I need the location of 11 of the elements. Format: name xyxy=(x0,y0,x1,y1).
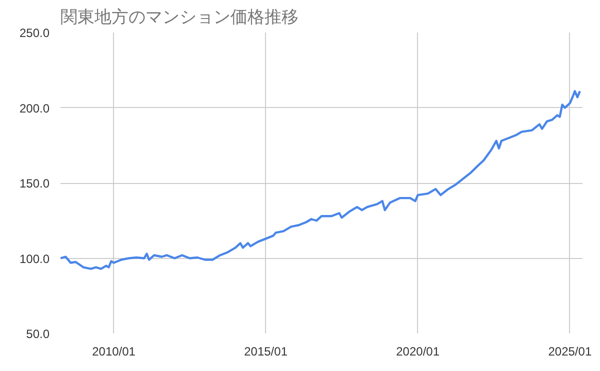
y-tick-label: 100.0 xyxy=(19,252,50,266)
y-tick-label: 250.0 xyxy=(19,26,50,40)
x-tick-label: 2015/01 xyxy=(244,344,288,358)
x-tick-label: 2025/01 xyxy=(548,344,592,358)
chart-title: 関東地方のマンション価格推移 xyxy=(60,8,298,28)
x-tick-label: 2020/01 xyxy=(396,344,440,358)
y-tick-label: 50.0 xyxy=(26,327,50,341)
line-series xyxy=(60,90,582,270)
y-tick-label: 200.0 xyxy=(19,101,50,116)
x-tick-label: 2010/01 xyxy=(92,344,136,358)
y-tick-label: 150.0 xyxy=(19,176,50,190)
